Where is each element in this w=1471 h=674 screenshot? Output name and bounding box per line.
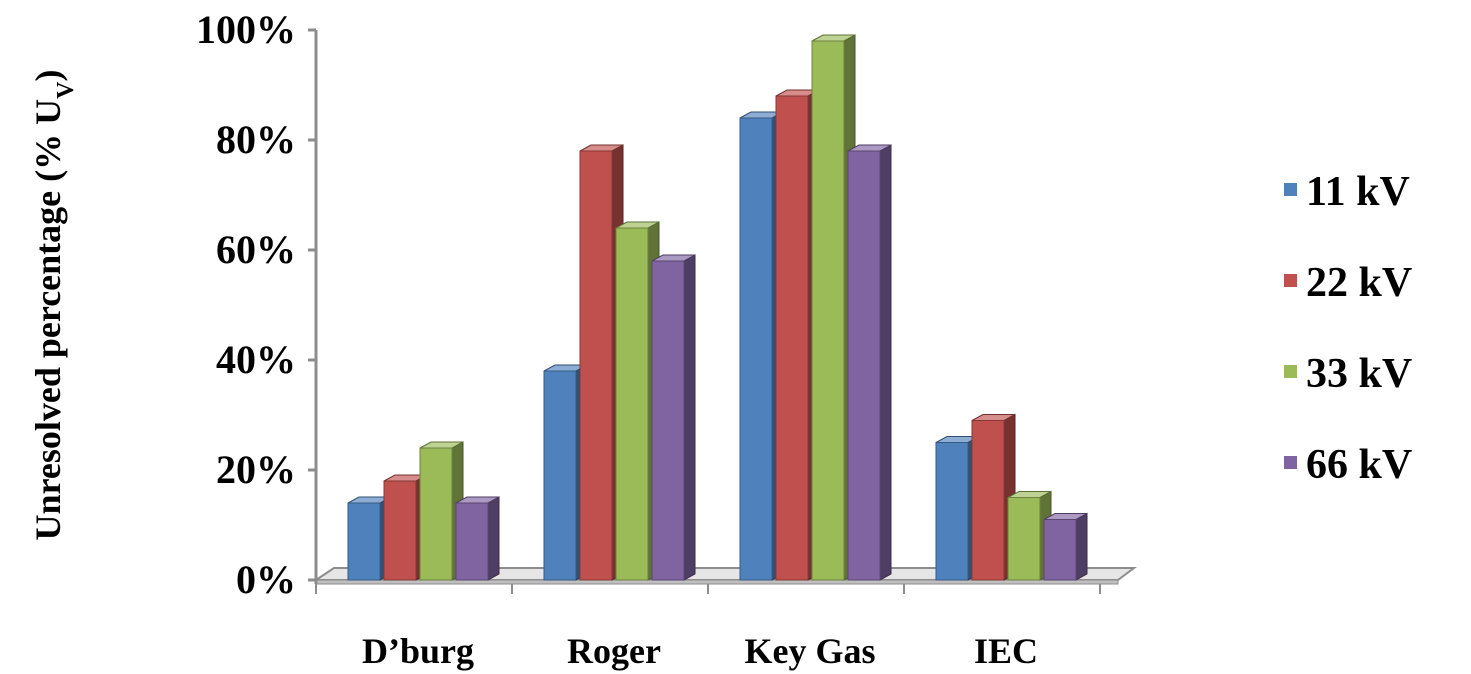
bar-front — [971, 420, 1005, 581]
legend-swatch — [1284, 365, 1297, 378]
y-tick-label: 100% — [196, 7, 296, 52]
bar-side — [879, 144, 892, 581]
x-category-label: Roger — [567, 631, 661, 671]
y-tick-label: 40% — [216, 337, 296, 382]
bar-22-kv-iec — [971, 413, 1016, 581]
bar-front — [347, 502, 381, 581]
bar-front — [739, 117, 773, 581]
bar-side — [1075, 512, 1088, 581]
legend-label: 22 kV — [1306, 260, 1412, 306]
bar-front — [651, 260, 685, 581]
legend-label: 11 kV — [1306, 169, 1410, 215]
legend: 11 kV 22 kV 33 kV 66 kV — [1284, 169, 1412, 488]
bar-66-kv-iec — [1043, 512, 1088, 581]
y-axis-title-suffix: ) — [28, 70, 68, 82]
bar-front — [419, 447, 453, 581]
y-axis: 0% 20% 40% 60% 80% 100% — [196, 7, 1101, 602]
y-axis-title-main: Unresolved percentage (% U — [28, 99, 68, 541]
floor-front — [315, 579, 1119, 585]
bar-66-kv-key-gas — [847, 144, 892, 581]
bar-front — [775, 95, 809, 581]
y-tick-label: 80% — [216, 117, 296, 162]
x-category-label: IEC — [974, 631, 1038, 671]
bar-side — [683, 254, 696, 581]
bar-front — [1043, 519, 1077, 581]
legend-swatch — [1284, 456, 1297, 469]
legend-swatch — [1284, 274, 1297, 287]
bar-66-kv-roger — [651, 254, 696, 581]
bar-front — [1007, 497, 1041, 581]
y-axis-title-text: Unresolved percentage (% UV) — [28, 70, 79, 541]
x-category-label: D’burg — [362, 631, 474, 671]
bar-front — [455, 502, 489, 581]
legend-swatch — [1284, 183, 1297, 196]
bar-side — [487, 496, 500, 581]
bar-front — [383, 480, 417, 581]
x-category-label: Key Gas — [745, 631, 876, 671]
bar-front — [615, 227, 649, 581]
legend-label: 33 kV — [1306, 351, 1412, 397]
y-tick-label: 20% — [216, 447, 296, 492]
x-axis-labels: D’burg Roger Key Gas IEC — [362, 631, 1038, 671]
y-tick-label: 0% — [236, 557, 296, 602]
bar-66-kv-d-burg — [455, 496, 500, 581]
bar-front — [935, 442, 969, 581]
legend-label: 66 kV — [1306, 442, 1412, 488]
y-axis-title-subscript: V — [53, 81, 79, 99]
y-tick-label: 60% — [216, 227, 296, 272]
bar-front — [543, 370, 577, 581]
bar-front — [847, 150, 881, 581]
bars-group — [347, 34, 1088, 581]
y-axis-title: Unresolved percentage (% UV) — [28, 70, 79, 541]
bar-front — [579, 150, 613, 581]
bar-front — [811, 40, 845, 581]
